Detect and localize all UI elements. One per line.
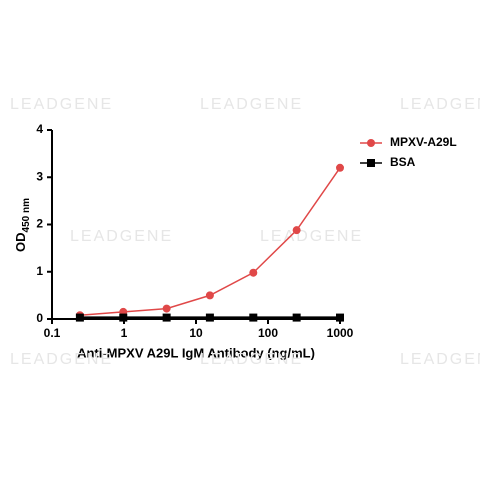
watermark: LEADGENE	[10, 351, 113, 368]
x-tick-label: 1000	[327, 326, 354, 340]
legend-marker	[367, 159, 375, 167]
y-tick-label: 0	[36, 311, 43, 325]
watermark: LEADGENE	[70, 228, 173, 245]
data-point	[292, 226, 301, 235]
data-point	[75, 313, 84, 322]
watermark: LEADGENE	[200, 96, 303, 113]
watermark: LEADGENE	[400, 96, 480, 113]
data-point	[162, 313, 171, 322]
data-point	[249, 268, 258, 277]
legend-label: MPXV-A29L	[390, 135, 457, 149]
x-tick-label: 1	[121, 326, 128, 340]
data-point	[119, 313, 128, 322]
y-axis-title-main: OD	[13, 232, 28, 252]
watermark: LEADGENE	[200, 351, 303, 368]
y-tick-label: 3	[36, 169, 43, 183]
x-tick-label: 10	[189, 326, 203, 340]
data-point	[336, 313, 344, 322]
data-point	[205, 291, 214, 300]
data-point	[292, 313, 301, 322]
data-point	[249, 313, 258, 322]
data-point	[336, 163, 344, 172]
x-tick-label: 0.1	[44, 326, 61, 340]
data-point	[162, 304, 171, 313]
x-axis-title: Anti-MPXV A29L IgM Antibody (ng/mL)	[77, 345, 315, 360]
y-tick-label: 4	[36, 122, 43, 136]
data-point	[205, 313, 214, 322]
legend-marker	[367, 139, 375, 147]
y-axis-title-subscript: 450 nm	[21, 198, 32, 233]
legend-label: BSA	[390, 155, 416, 169]
y-tick-label: 1	[36, 264, 43, 278]
watermark: LEADGENE	[260, 228, 363, 245]
y-tick-label: 2	[36, 217, 43, 231]
x-tick-label: 100	[258, 326, 278, 340]
watermark: LEADGENE	[400, 351, 480, 368]
y-axis-title: OD450 nm	[13, 198, 31, 252]
watermark: LEADGENE	[10, 96, 113, 113]
